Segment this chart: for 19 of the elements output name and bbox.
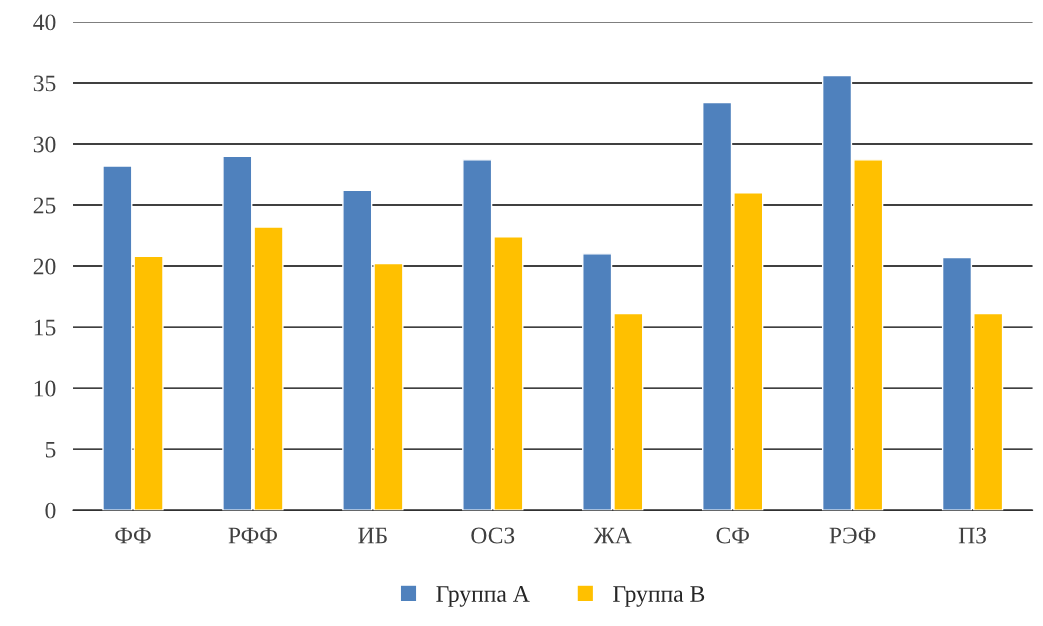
legend-label: Группа В <box>613 586 705 607</box>
x-tick-label: ФФ <box>115 527 151 544</box>
y-tick-label: 10 <box>34 380 56 397</box>
y-tick-label: 0 <box>45 502 56 519</box>
x-tick-label: РФФ <box>228 527 277 544</box>
y-tick-label: 35 <box>33 75 56 92</box>
y-tick-label: 40 <box>33 14 56 31</box>
legend-label: Группа А <box>436 586 530 607</box>
y-tick-label: 30 <box>33 136 56 153</box>
x-tick-label: ИБ <box>358 527 387 544</box>
y-tick-label: 5 <box>45 441 56 458</box>
x-tick-label: СФ <box>716 527 749 544</box>
y-tick-label: 20 <box>33 258 56 275</box>
y-tick-label: 25 <box>33 197 56 214</box>
x-tick-label: ЖА <box>593 527 632 544</box>
x-tick-label: ПЗ <box>958 527 986 544</box>
x-tick-label: ОСЗ <box>471 527 515 544</box>
y-tick-label: 15 <box>34 319 56 336</box>
x-tick-label: РЭФ <box>829 527 876 544</box>
